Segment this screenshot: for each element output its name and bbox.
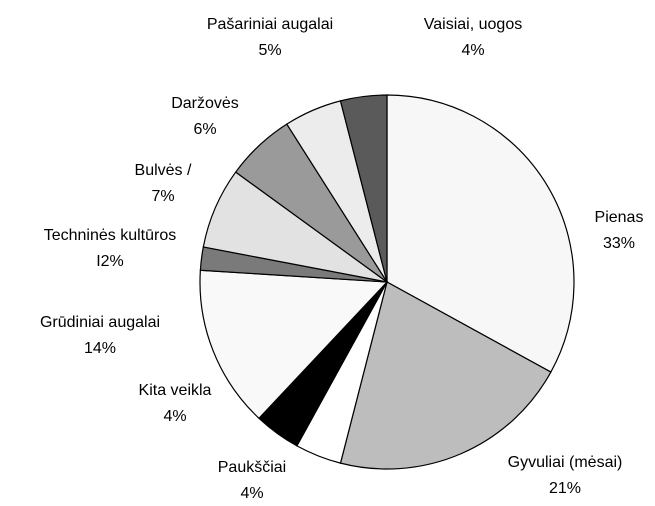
slice-value-label: 4% bbox=[240, 485, 263, 501]
pie-slice bbox=[386, 94, 575, 373]
slice-value-label: 21% bbox=[549, 480, 581, 497]
slice-value-label: 5% bbox=[258, 42, 281, 59]
slice-value-label: 14% bbox=[84, 340, 116, 357]
pie-slice bbox=[199, 269, 389, 420]
slice-label: Vaisiai, uogos bbox=[424, 16, 522, 33]
slice-label: Pienas bbox=[595, 209, 644, 226]
slice-label: Grūdiniai augalai bbox=[40, 314, 160, 331]
slice-label: Paukščiai bbox=[218, 459, 286, 476]
slice-value-label: 4% bbox=[163, 408, 186, 425]
slice-value-label: I2% bbox=[96, 253, 124, 270]
pie-slice bbox=[339, 281, 552, 470]
slice-value-label: 6% bbox=[193, 121, 216, 138]
slice-label: Daržovės bbox=[171, 95, 239, 112]
slice-label: Gyvuliai (mėsai) bbox=[508, 454, 623, 471]
slice-value-label: 4% bbox=[461, 42, 484, 59]
slice-label: Pašariniai augalai bbox=[207, 16, 333, 33]
slice-label: Bulvės / bbox=[135, 162, 192, 179]
slice-value-label: 33% bbox=[603, 235, 635, 252]
slice-label: Techninės kultūros bbox=[44, 227, 177, 244]
pie-slice bbox=[339, 94, 388, 283]
slice-value-label: 7% bbox=[151, 188, 174, 205]
slice-label: Kita veikla bbox=[139, 382, 212, 399]
